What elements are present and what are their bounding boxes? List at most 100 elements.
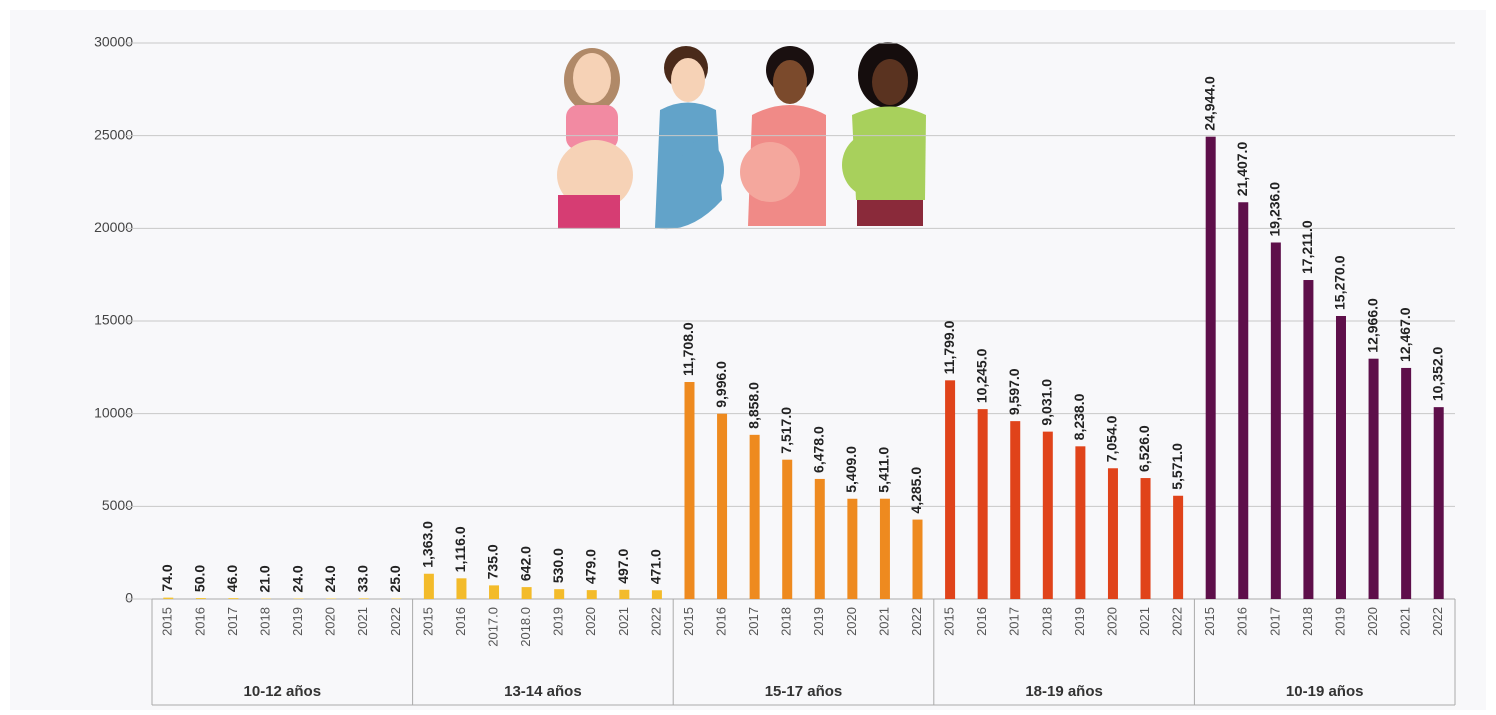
value-label: 5,409.0 [843, 446, 859, 493]
value-label: 10,352.0 [1429, 346, 1445, 401]
value-label: 19,236.0 [1267, 182, 1283, 237]
bar [195, 598, 206, 599]
bar [586, 590, 597, 599]
value-label: 471.0 [648, 549, 664, 584]
x-tick-label: 2016 [974, 607, 989, 636]
group-label: 10-12 años [244, 683, 322, 700]
x-tick-label: 2017 [225, 607, 240, 636]
bar [1140, 478, 1151, 599]
value-label: 1,363.0 [420, 521, 436, 568]
x-tick-label: 2015 [160, 607, 175, 636]
x-tick-label: 2018 [1300, 607, 1315, 636]
bar [945, 380, 956, 599]
value-label: 21.0 [257, 565, 273, 592]
bar [1010, 421, 1021, 599]
y-tick-label: 10000 [94, 404, 133, 420]
x-tick-label: 2022 [648, 607, 663, 636]
bar [912, 519, 923, 599]
value-label: 33.0 [354, 565, 370, 592]
x-tick-label: 2022 [1170, 607, 1185, 636]
bar [554, 589, 565, 599]
y-tick-label: 15000 [94, 312, 133, 328]
bar [1368, 358, 1379, 599]
x-tick-label: 2017.0 [485, 607, 500, 647]
x-tick-label: 2020 [1365, 607, 1380, 636]
value-label: 21,407.0 [1234, 142, 1250, 197]
x-tick-label: 2020 [323, 607, 338, 636]
bar [782, 459, 793, 599]
bar [1270, 242, 1281, 599]
x-tick-label: 2017 [1267, 607, 1282, 636]
x-tick-label: 2022 [1430, 607, 1445, 636]
x-tick-label: 2015 [681, 607, 696, 636]
x-tick-label: 2019 [1332, 607, 1347, 636]
bar [749, 434, 760, 599]
x-tick-label: 2018 [1039, 607, 1054, 636]
value-label: 530.0 [550, 548, 566, 583]
bar [814, 478, 825, 599]
group-label: 18-19 años [1025, 683, 1103, 700]
y-tick-label: 30000 [94, 34, 133, 50]
x-tick-label: 2018 [257, 607, 272, 636]
x-tick-label: 2018.0 [518, 607, 533, 647]
bar [1303, 280, 1314, 599]
value-label: 8,858.0 [745, 382, 761, 429]
bar [619, 589, 630, 599]
bar [423, 573, 434, 599]
value-label: 4,285.0 [908, 467, 924, 514]
x-tick-label: 2016 [1235, 607, 1250, 636]
bar [1335, 315, 1346, 599]
y-tick-label: 25000 [94, 126, 133, 142]
value-label: 11,708.0 [680, 322, 696, 376]
x-tick-label: 2017 [746, 607, 761, 636]
x-tick-label: 2021 [1137, 607, 1152, 636]
bar [163, 597, 174, 599]
y-tick-label: 20000 [94, 219, 133, 235]
woman-4 [842, 42, 926, 226]
x-tick-label: 2016 [714, 607, 729, 636]
value-label: 9,597.0 [1006, 368, 1022, 415]
x-tick-label: 2015 [420, 607, 435, 636]
bar [977, 409, 988, 599]
value-label: 25.0 [387, 565, 403, 592]
x-tick-label: 2019 [811, 607, 826, 636]
value-label: 46.0 [224, 565, 240, 592]
x-tick-label: 2019 [290, 607, 305, 636]
x-tick-label: 2020 [1104, 607, 1119, 636]
bar [717, 413, 728, 599]
bar [1075, 446, 1086, 599]
bar [847, 498, 858, 599]
group-label: 13-14 años [504, 683, 582, 700]
x-tick-label: 2015 [942, 607, 957, 636]
x-tick-label: 2021 [355, 607, 370, 636]
group-label: 10-19 años [1286, 683, 1364, 700]
bar [879, 498, 890, 599]
x-tick-label: 2015 [1202, 607, 1217, 636]
bar [1173, 495, 1184, 599]
x-tick-label: 2016 [192, 607, 207, 636]
bar [651, 590, 662, 599]
x-tick-label: 2022 [909, 607, 924, 636]
value-label: 24,944.0 [1201, 76, 1217, 131]
x-tick-label: 2018 [779, 607, 794, 636]
value-label: 24.0 [289, 565, 305, 592]
value-label: 479.0 [582, 549, 598, 584]
bar [1238, 202, 1249, 599]
value-label: 6,478.0 [810, 426, 826, 473]
y-tick-label: 0 [125, 590, 133, 606]
value-label: 7,054.0 [1104, 415, 1120, 462]
x-tick-label: 2021 [616, 607, 631, 636]
value-label: 497.0 [615, 549, 631, 584]
bar [1107, 468, 1118, 599]
value-label: 24.0 [322, 565, 338, 592]
bar [1433, 407, 1444, 599]
x-tick-label: 2019 [1072, 607, 1087, 636]
value-label: 735.0 [485, 544, 501, 579]
woman-2 [655, 46, 724, 230]
bar [358, 598, 369, 599]
value-label: 6,526.0 [1136, 425, 1152, 472]
background [10, 10, 1486, 710]
illustration [557, 42, 926, 230]
x-tick-label: 2022 [388, 607, 403, 636]
value-label: 9,031.0 [1039, 379, 1055, 426]
